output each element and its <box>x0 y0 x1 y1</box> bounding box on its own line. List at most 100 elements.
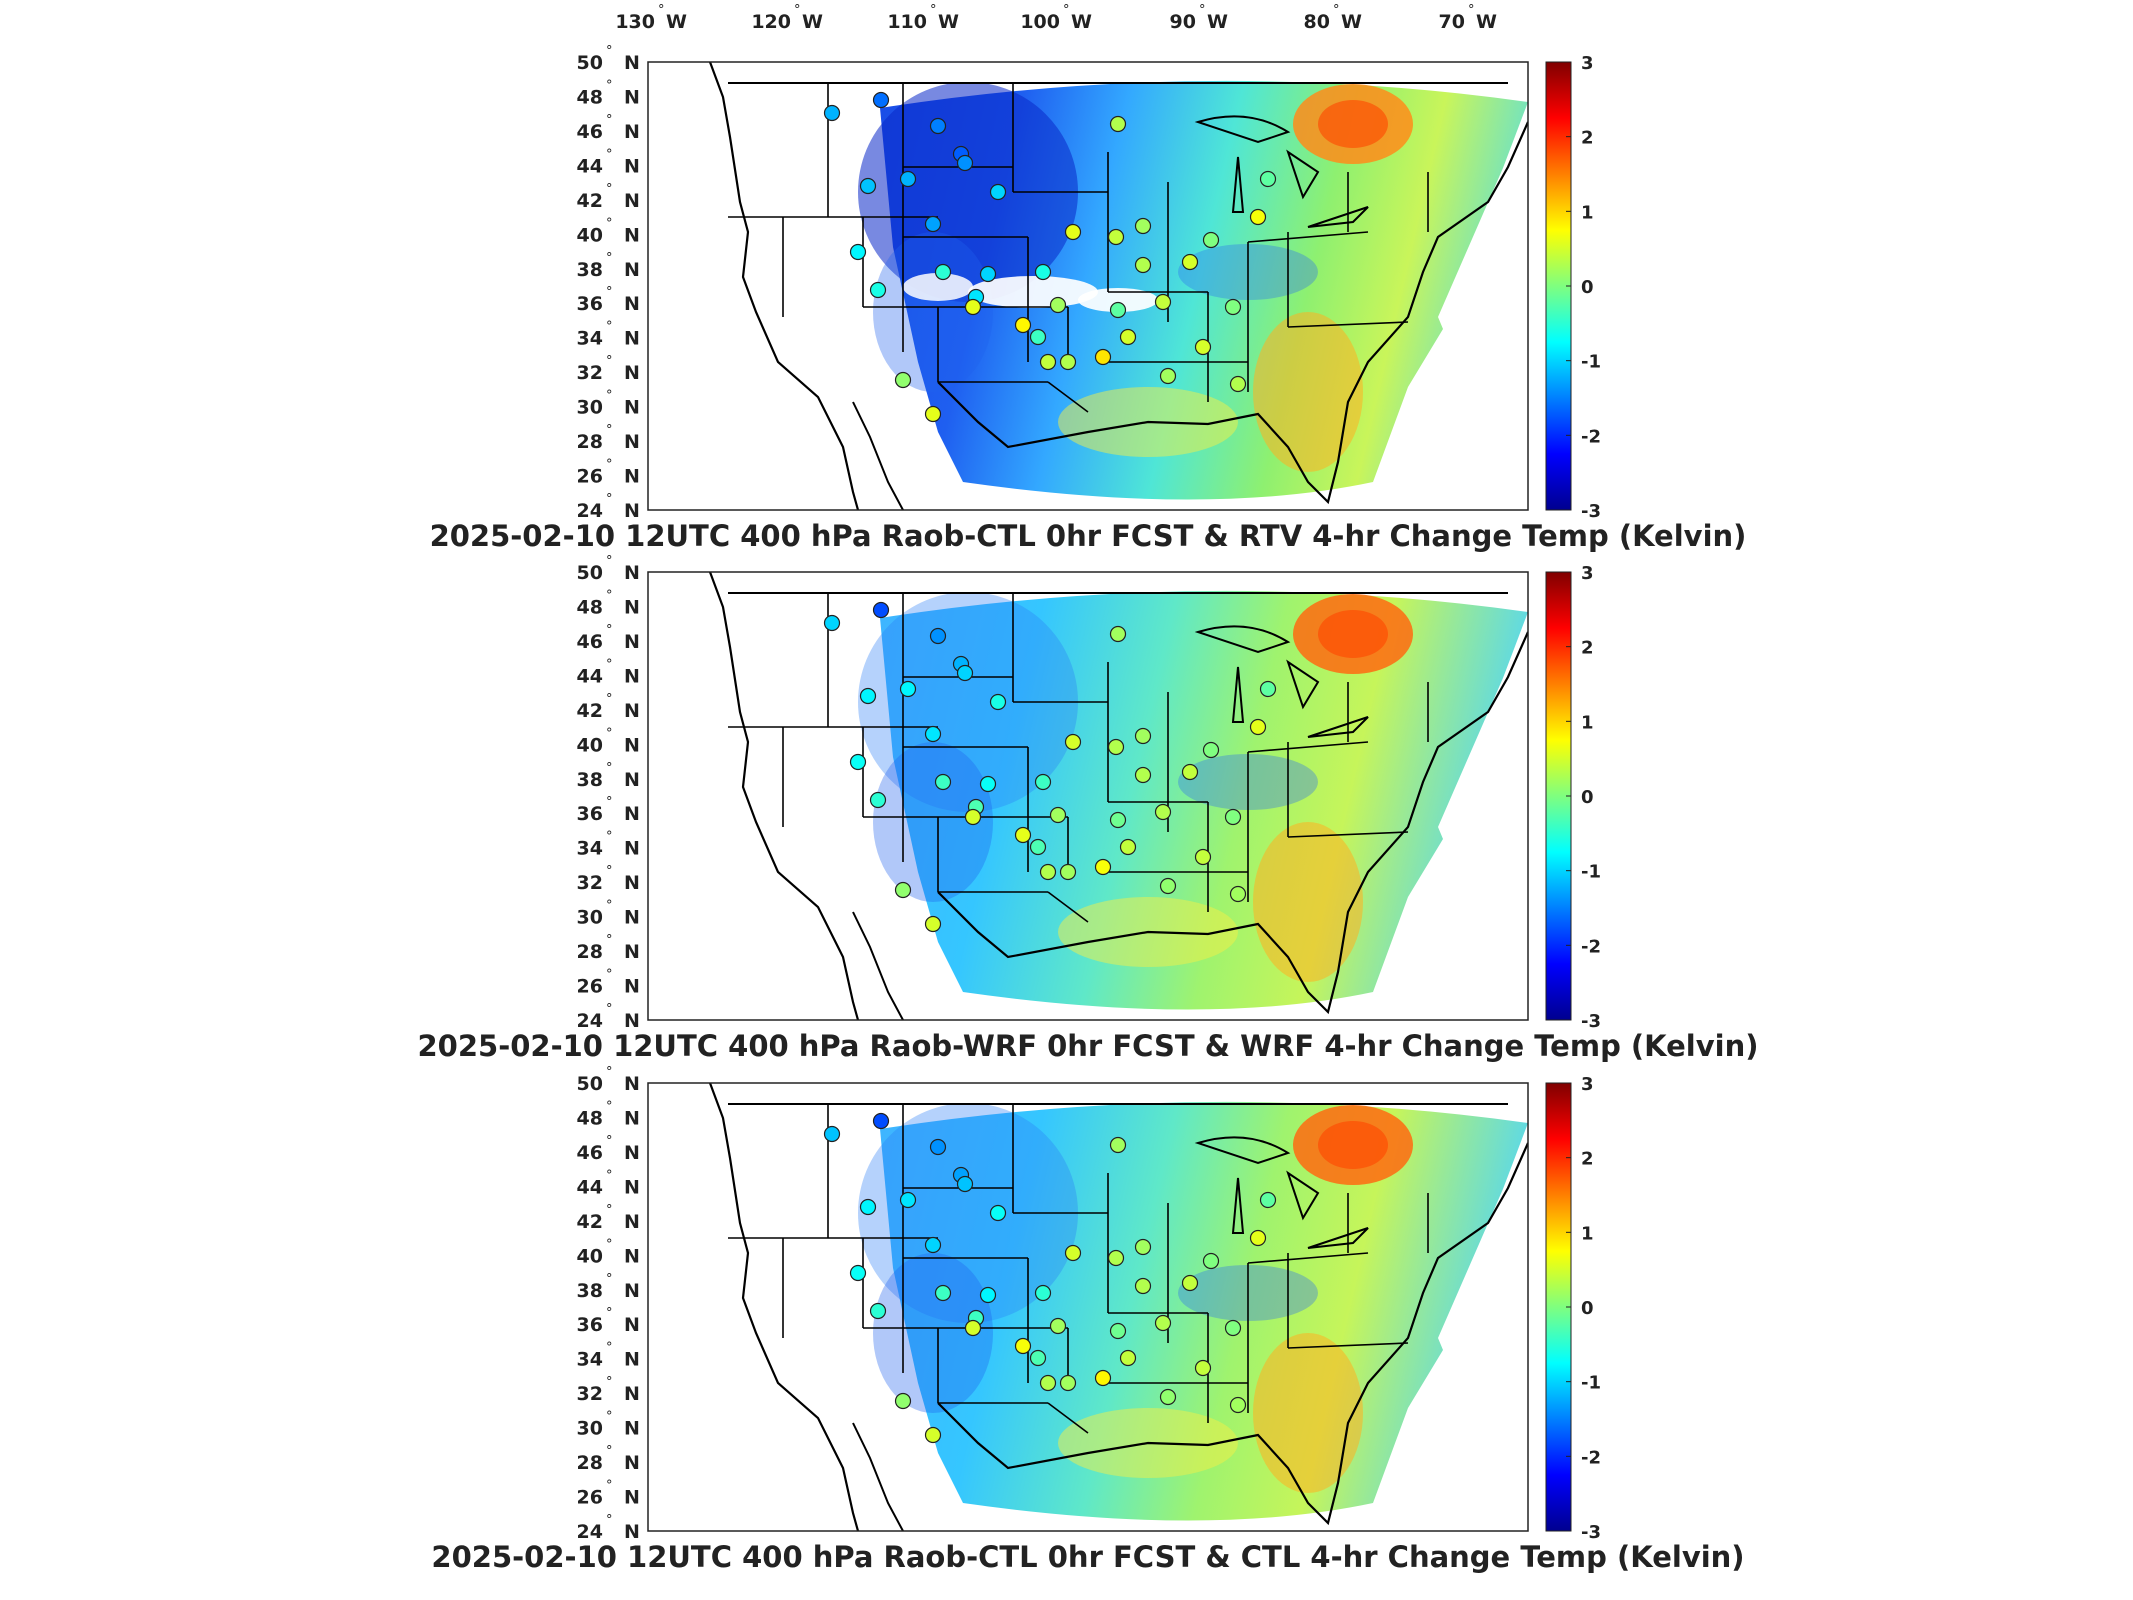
lat-hemisphere-label: N <box>624 907 640 929</box>
coastline-west <box>708 572 860 1020</box>
colorbar-tick-label: -2 <box>1581 426 1601 447</box>
lon-degree-mark: ° <box>1063 3 1070 18</box>
raob-station-marker <box>1134 727 1152 745</box>
lat-degree-mark: ° <box>606 1065 613 1080</box>
raob-station-marker <box>1039 863 1057 881</box>
lat-tick-label: 28 <box>577 431 603 453</box>
raob-station-marker <box>989 183 1007 201</box>
lat-tick-label: 48 <box>577 596 603 618</box>
colorbar-tick-label: 1 <box>1581 712 1594 733</box>
lat-degree-mark: ° <box>606 830 613 845</box>
lat-tick-label: 30 <box>577 1418 603 1440</box>
lat-degree-mark: ° <box>606 1479 613 1494</box>
lat-hemisphere-label: N <box>624 976 640 998</box>
colorbar-tick-label: -3 <box>1581 1522 1601 1543</box>
raob-station-marker <box>1049 806 1067 824</box>
lon-hemisphere-label: W <box>802 11 823 33</box>
cold-northwest <box>858 592 1078 812</box>
warm-anomaly-core <box>1318 100 1388 148</box>
lat-tick-label: 40 <box>577 1245 603 1267</box>
lon-tick-label: 90 <box>1170 11 1196 33</box>
raob-station-marker <box>872 1112 890 1130</box>
raob-station-marker <box>924 1426 942 1444</box>
coastline-east <box>937 121 1528 505</box>
lat-hemisphere-label: N <box>624 1176 640 1198</box>
map-panel-wrf: 50°N48°N46°N44°N42°N40°N38°N36°N34°N32°N… <box>417 554 1758 1063</box>
latitude-tick-labels: 50°N48°N46°N44°N42°N40°N38°N36°N34°N32°N… <box>577 554 640 1032</box>
lat-tick-label: 46 <box>577 121 603 143</box>
warm-southeast <box>1253 312 1363 472</box>
raob-station-marker <box>1109 811 1127 829</box>
lon-tick-label: 110 <box>887 11 927 33</box>
raob-station-marker <box>1159 1388 1177 1406</box>
raob-station-marker <box>1119 328 1137 346</box>
raob-station-marker <box>1134 766 1152 784</box>
coastline-west <box>708 62 860 510</box>
colorbar-tick-label: 0 <box>1581 1298 1594 1319</box>
lat-tick-label: 50 <box>577 562 603 584</box>
raob-station-marker <box>1119 838 1137 856</box>
lat-degree-mark: ° <box>606 285 613 300</box>
raob-station-marker <box>1029 838 1047 856</box>
lat-tick-label: 40 <box>577 224 603 246</box>
lat-degree-mark: ° <box>606 1410 613 1425</box>
lon-degree-mark: ° <box>930 3 937 18</box>
lake-superior <box>1194 1136 1291 1165</box>
raob-station-marker <box>899 170 917 188</box>
raob-station-marker <box>1259 1191 1277 1209</box>
lat-hemisphere-label: N <box>624 1521 640 1543</box>
lat-hemisphere-label: N <box>624 86 640 108</box>
raob-station-marker <box>859 687 877 705</box>
raob-station-marker <box>1107 738 1125 756</box>
warm-anomaly-core <box>1318 1121 1388 1169</box>
lat-hemisphere-label: N <box>624 631 640 653</box>
raob-station-marker <box>1249 718 1267 736</box>
lat-degree-mark: ° <box>606 354 613 369</box>
raob-station-marker <box>1059 353 1077 371</box>
lat-hemisphere-label: N <box>624 1418 640 1440</box>
lon-tick-label: 70 <box>1439 11 1465 33</box>
lat-hemisphere-label: N <box>624 665 640 687</box>
panel-title: 2025-02-10 12UTC 400 hPa Raob-WRF 0hr FC… <box>417 1029 1758 1063</box>
lat-tick-label: 34 <box>577 1349 603 1371</box>
lat-degree-mark: ° <box>606 1513 613 1528</box>
raob-station-marker <box>1109 1322 1127 1340</box>
missing-data <box>903 273 973 301</box>
raob-station-marker <box>1224 808 1242 826</box>
raob-station-marker <box>1134 217 1152 235</box>
state-boundary <box>1247 1252 1369 1264</box>
lat-hemisphere-label: N <box>624 466 640 488</box>
raob-station-marker <box>869 1302 887 1320</box>
lat-hemisphere-label: N <box>624 1314 640 1336</box>
lake-superior <box>1194 115 1291 144</box>
raob-station-marker <box>1154 1314 1172 1332</box>
lat-degree-mark: ° <box>606 320 613 335</box>
panel-title: 2025-02-10 12UTC 400 hPa Raob-CTL 0hr FC… <box>431 1540 1744 1574</box>
raob-station-marker <box>929 1138 947 1156</box>
lat-degree-mark: ° <box>606 1375 613 1390</box>
raob-station-marker <box>1194 1359 1212 1377</box>
raob-station-marker <box>979 775 997 793</box>
latitude-tick-labels: 50°N48°N46°N44°N42°N40°N38°N36°N34°N32°N… <box>577 1065 640 1543</box>
lat-hemisphere-label: N <box>624 562 640 584</box>
state-boundary <box>1247 741 1369 753</box>
lat-hemisphere-label: N <box>624 293 640 315</box>
raob-station-marker <box>956 664 974 682</box>
raob-station-marker <box>1109 115 1127 133</box>
temperature-field <box>880 590 1528 1010</box>
lon-hemisphere-label: W <box>666 11 687 33</box>
lat-degree-mark: ° <box>606 492 613 507</box>
raob-station-marker <box>1034 263 1052 281</box>
raob-station-marker <box>1119 1349 1137 1367</box>
state-boundary <box>1047 1402 1089 1434</box>
state-boundary <box>1047 891 1089 923</box>
lat-hemisphere-label: N <box>624 734 640 756</box>
lat-hemisphere-label: N <box>624 1211 640 1233</box>
lon-hemisphere-label: W <box>1341 11 1362 33</box>
lat-tick-label: 44 <box>577 665 603 687</box>
lat-degree-mark: ° <box>606 554 613 569</box>
raob-station-marker <box>924 725 942 743</box>
lat-degree-mark: ° <box>606 795 613 810</box>
map-content <box>708 62 1528 510</box>
raob-station-marker <box>1014 1337 1032 1355</box>
